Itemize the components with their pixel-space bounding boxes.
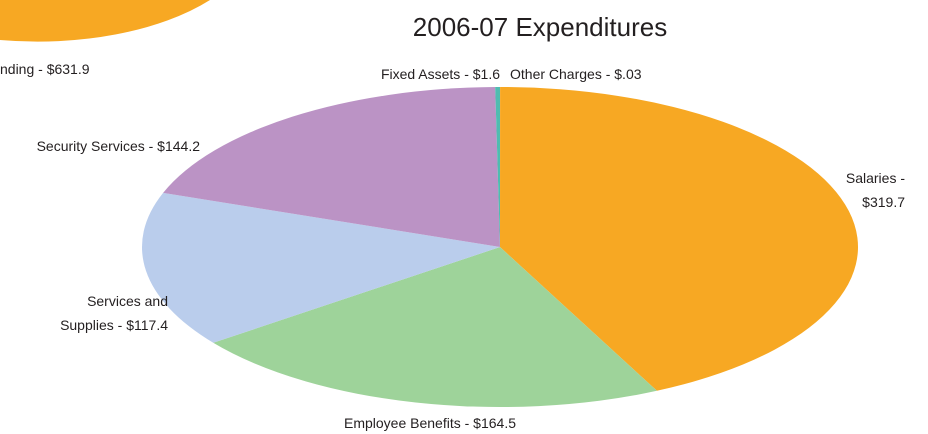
slice-label: Salaries - (846, 170, 905, 186)
chart-title: 2006-07 Expenditures (413, 12, 667, 42)
cropped-pie (0, 0, 210, 42)
slice-label: Supplies - $117.4 (60, 317, 168, 333)
pie-slice (163, 87, 500, 248)
slice-label: Fixed Assets - $1.6 (381, 66, 500, 82)
slice-label: Other Charges - $.03 (510, 66, 642, 82)
slice-label: $319.7 (862, 194, 905, 210)
pie-slice (141, 192, 500, 343)
cropped-label: nding - $631.9 (0, 61, 90, 77)
pie-slice (213, 247, 657, 407)
pie-slice (495, 87, 500, 247)
slice-label: Services and (87, 293, 168, 309)
pie-slice (500, 87, 858, 391)
slice-label: Security Services - $144.2 (37, 138, 201, 154)
slice-label: Employee Benefits - $164.5 (344, 415, 516, 431)
